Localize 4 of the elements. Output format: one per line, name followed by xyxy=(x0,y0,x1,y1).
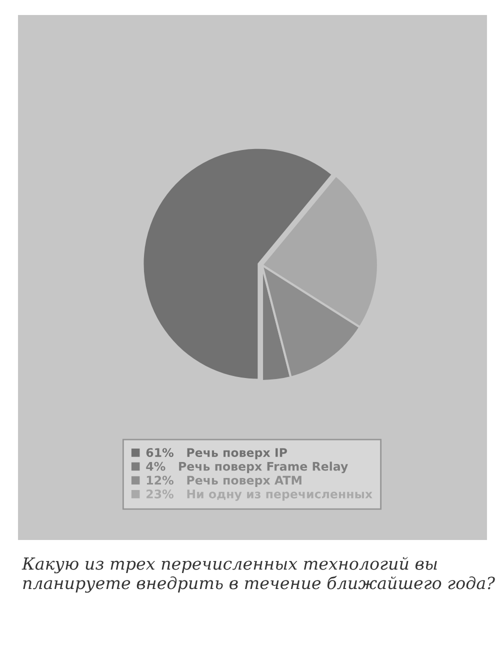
legend-label: 12% Речь поверх ATM xyxy=(146,476,302,487)
legend-label: 4% Речь поверх Frame Relay xyxy=(146,462,348,474)
legend-label: 61% Речь поверх IP xyxy=(146,448,288,460)
text: Какую из трех перечисленных технологий вы планируете внедрить в течение ближайшего года? xyxy=(22,557,495,593)
